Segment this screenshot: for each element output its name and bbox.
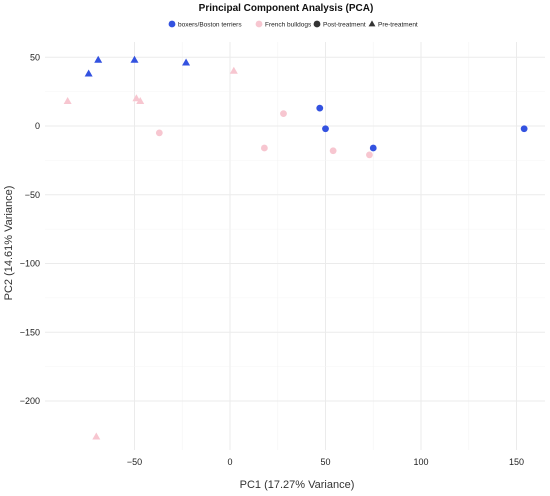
data-point-triangle xyxy=(182,58,191,66)
data-points xyxy=(63,55,528,440)
data-point-circle xyxy=(520,125,528,133)
data-point-circle xyxy=(280,110,287,118)
data-point-triangle xyxy=(229,66,238,74)
data-point-circle xyxy=(322,125,329,133)
legend-symbol xyxy=(168,20,176,28)
data-point-circle xyxy=(316,104,324,112)
y-tick-label: −100 xyxy=(20,259,40,269)
data-point-circle xyxy=(366,151,373,159)
data-point-circle xyxy=(155,129,163,137)
legend-symbol xyxy=(313,20,321,28)
x-tick-label: 150 xyxy=(509,457,524,467)
legend-label: Pre-treatment xyxy=(378,21,418,28)
data-point-triangle xyxy=(92,432,101,440)
data-point-triangle xyxy=(63,97,72,104)
y-tick-label: 0 xyxy=(35,121,40,131)
x-tick-label: −50 xyxy=(127,457,142,467)
data-point-circle xyxy=(260,144,268,152)
legend: boxers/Boston terriers French bulldogs Pos… xyxy=(168,20,418,28)
y-axis-label: PC2 (14.61% Variance) xyxy=(3,186,15,301)
data-point-triangle xyxy=(132,94,141,102)
grid xyxy=(45,42,545,450)
legend-label: French bulldogs xyxy=(265,21,312,28)
legend-symbol xyxy=(368,20,376,27)
legend-symbol xyxy=(255,20,263,28)
data-point-circle xyxy=(369,144,377,152)
x-tick-label: 100 xyxy=(413,457,428,467)
data-point-triangle xyxy=(136,97,145,104)
y-tick-label: −50 xyxy=(25,190,40,200)
data-point-triangle xyxy=(94,55,103,63)
y-tick-label: −200 xyxy=(20,396,40,406)
data-point-triangle xyxy=(130,55,139,63)
y-tick-label: −150 xyxy=(20,327,40,337)
legend-label: Post-treatment xyxy=(323,21,366,28)
x-tick-label: 0 xyxy=(227,457,232,467)
data-point-triangle xyxy=(84,69,93,77)
x-axis-label: PC1 (17.27% Variance) xyxy=(240,479,355,491)
x-tick-label: 50 xyxy=(320,457,330,467)
x-axis-ticks: −50 0 50 100 150 xyxy=(127,457,524,467)
chart-title: Principal Component Analysis (PCA) xyxy=(199,3,374,14)
y-tick-label: 50 xyxy=(30,52,40,62)
y-axis-ticks: 50 0 −50 −100 −150 −200 xyxy=(20,52,40,406)
legend-label: boxers/Boston terriers xyxy=(178,21,242,28)
data-point-circle xyxy=(329,147,337,155)
